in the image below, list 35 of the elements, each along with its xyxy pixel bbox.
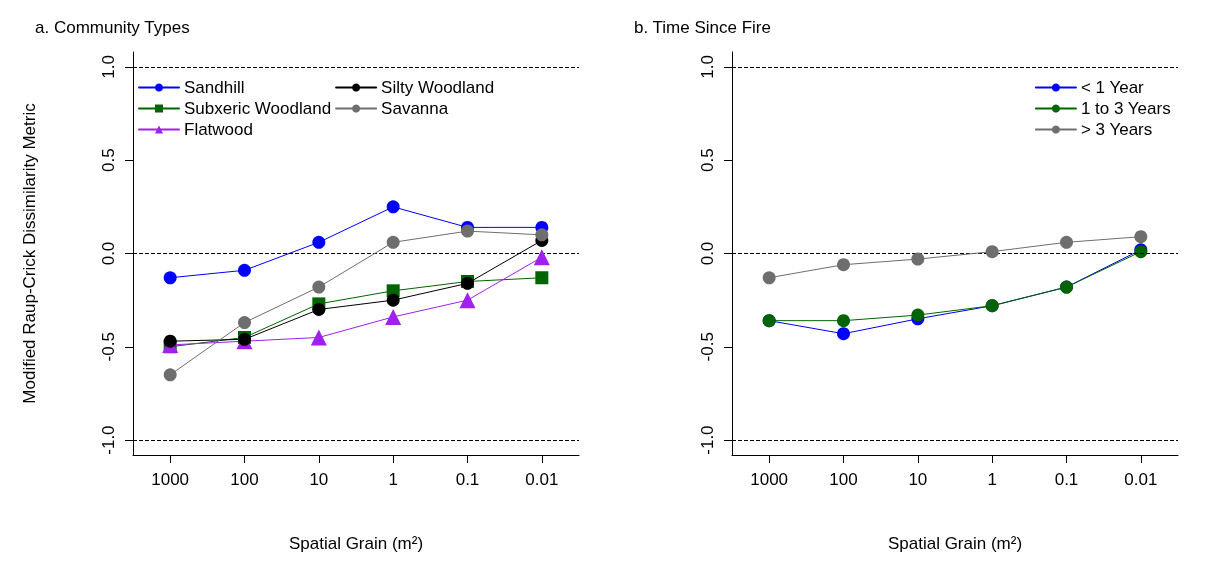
legend-label: Subxeric Woodland [184,99,332,118]
chart-title: b. Time Since Fire [634,18,771,37]
y-tick-label: -1.0 [99,425,118,455]
legend-label: Savanna [381,99,449,118]
x-tick-label: 1 [388,470,398,489]
y-tick-label: 0.0 [99,241,118,266]
chart-title: a. Community Types [35,18,190,37]
legend-label: > 3 Years [1080,120,1153,139]
y-tick-label: 0.5 [99,148,118,173]
x-tick-label: 1000 [151,470,190,489]
y-tick-label: 0.0 [698,241,717,266]
y-tick-label: -1.0 [698,425,717,455]
y-axis-title: Modified Raup-Crick Dissimilarity Metric [20,102,39,404]
legend-label: Silty Woodland [381,78,495,97]
y-tick-label: 1.0 [99,55,118,79]
x-tick-label: 100 [829,470,858,489]
y-tick-label: 0.5 [698,148,717,173]
x-axis-title: Spatial Grain (m²) [288,534,424,553]
x-axis-title: Spatial Grain (m²) [887,534,1023,553]
legend-label: < 1 Year [1080,78,1145,97]
y-tick-label: 1.0 [698,55,717,79]
y-tick-label: -0.5 [99,332,118,362]
x-tick-label: 0.1 [1054,470,1079,489]
x-tick-label: 1000 [750,470,789,489]
x-tick-label: 0.01 [1124,470,1158,489]
legend-label: Flatwood [184,120,253,139]
y-tick-label: -0.5 [698,332,717,362]
x-tick-label: 1 [987,470,997,489]
x-tick-label: 100 [230,470,259,489]
legend-label: Sandhill [184,78,245,97]
x-tick-label: 0.01 [525,470,559,489]
legend-label: 1 to 3 Years [1080,99,1171,118]
x-tick-label: 0.1 [455,470,480,489]
x-tick-label: 10 [908,470,928,489]
x-tick-label: 10 [309,470,329,489]
